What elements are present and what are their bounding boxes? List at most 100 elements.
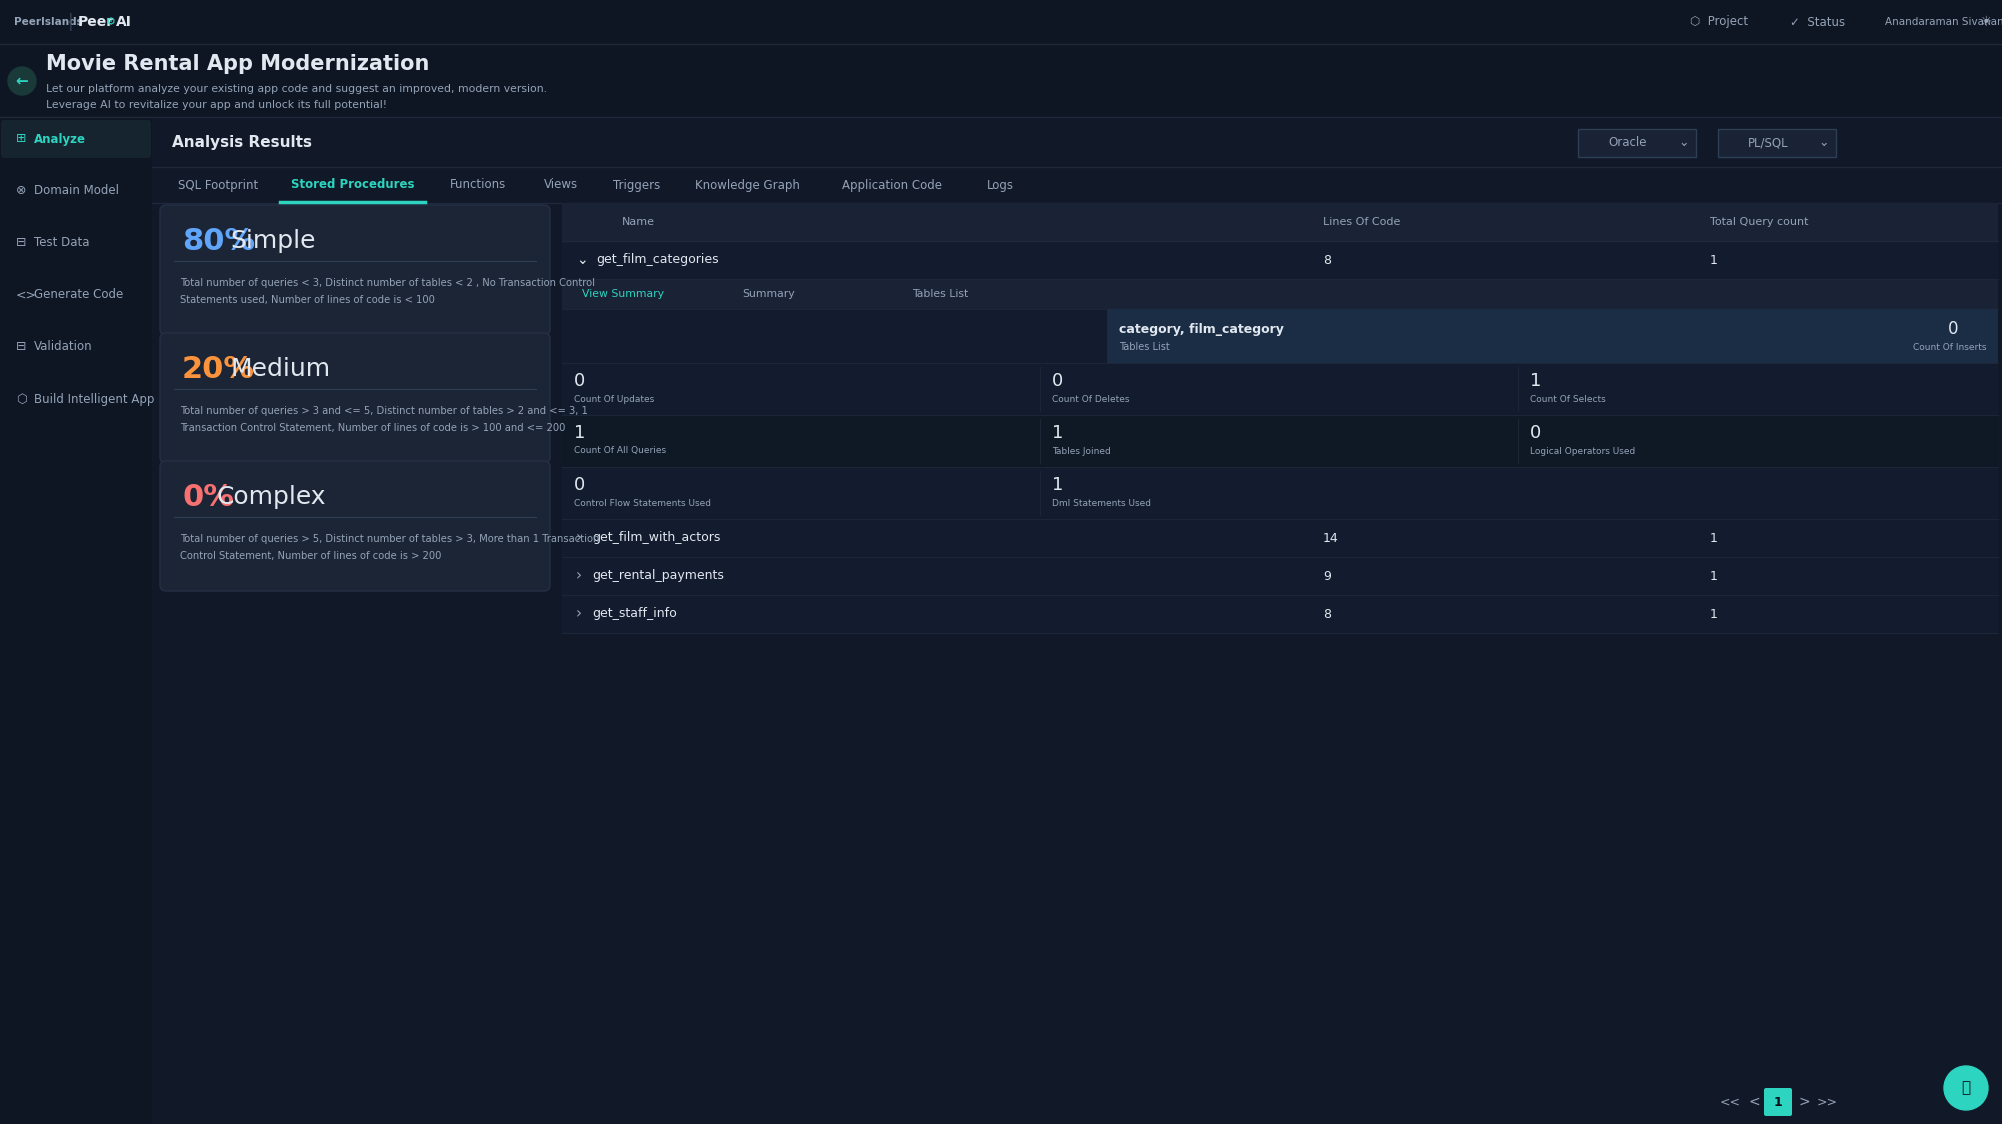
Text: get_film_categories: get_film_categories: [597, 254, 719, 266]
Text: 1: 1: [1710, 570, 1718, 582]
Text: 8: 8: [1323, 254, 1331, 266]
FancyBboxPatch shape: [0, 120, 150, 158]
FancyBboxPatch shape: [563, 558, 1998, 595]
FancyBboxPatch shape: [1107, 309, 1998, 363]
Text: 0: 0: [575, 475, 585, 495]
Text: Analyze: Analyze: [34, 133, 86, 145]
Text: <<: <<: [1720, 1096, 1742, 1108]
Text: Count Of Deletes: Count Of Deletes: [1051, 395, 1129, 404]
Text: Medium: Medium: [230, 357, 330, 381]
Text: Count Of All Queries: Count Of All Queries: [575, 446, 667, 455]
Text: Stored Procedures: Stored Procedures: [290, 179, 414, 191]
Circle shape: [8, 67, 36, 96]
Text: Name: Name: [623, 217, 655, 227]
Text: ←: ←: [16, 73, 28, 89]
Text: Total number of queries > 5, Distinct number of tables > 3, More than 1 Transact: Total number of queries > 5, Distinct nu…: [180, 534, 599, 544]
Text: View Summary: View Summary: [583, 289, 665, 299]
Text: Transaction Control Statement, Number of lines of code is > 100 and <= 200: Transaction Control Statement, Number of…: [180, 423, 565, 433]
Text: get_rental_payments: get_rental_payments: [593, 570, 725, 582]
Text: Knowledge Graph: Knowledge Graph: [695, 179, 799, 191]
Text: Complex: Complex: [216, 484, 326, 509]
Text: Total number of queries > 3 and <= 5, Distinct number of tables > 2 and <= 3, 1: Total number of queries > 3 and <= 5, Di…: [180, 406, 589, 416]
Text: ⚙: ⚙: [106, 17, 116, 27]
Text: PeerIslands: PeerIslands: [14, 17, 82, 27]
Text: 0: 0: [1051, 372, 1063, 390]
Text: 1: 1: [1051, 424, 1063, 442]
FancyBboxPatch shape: [563, 466, 1998, 519]
Text: Generate Code: Generate Code: [34, 289, 124, 301]
Text: Statements used, Number of lines of code is < 100: Statements used, Number of lines of code…: [180, 294, 434, 305]
Text: ⬡: ⬡: [16, 392, 26, 406]
Text: >: >: [1798, 1095, 1810, 1109]
Text: Peer: Peer: [78, 15, 114, 29]
FancyBboxPatch shape: [160, 461, 551, 591]
Text: SQL Footprint: SQL Footprint: [178, 179, 258, 191]
Text: 80%: 80%: [182, 227, 254, 255]
Text: ⌄: ⌄: [1680, 136, 1690, 149]
Text: 0: 0: [575, 372, 585, 390]
FancyBboxPatch shape: [0, 44, 2002, 117]
Text: ⊟: ⊟: [16, 236, 26, 250]
Text: ›: ›: [577, 607, 583, 622]
Text: Test Data: Test Data: [34, 236, 90, 250]
Text: Triggers: Triggers: [613, 179, 661, 191]
Text: 0: 0: [1948, 320, 1958, 338]
Text: 💬: 💬: [1962, 1080, 1970, 1096]
Text: 0%: 0%: [182, 482, 234, 511]
Text: Count Of Selects: Count Of Selects: [1530, 395, 1606, 404]
Text: get_staff_info: get_staff_info: [593, 607, 677, 620]
Text: Application Code: Application Code: [843, 179, 943, 191]
FancyBboxPatch shape: [563, 241, 1998, 279]
Text: 1: 1: [575, 424, 585, 442]
Text: 1: 1: [1710, 532, 1718, 544]
Text: Tables List: Tables List: [1119, 342, 1169, 352]
Text: 8: 8: [1323, 607, 1331, 620]
FancyBboxPatch shape: [152, 117, 2002, 1124]
Text: ⊟: ⊟: [16, 341, 26, 354]
Text: <: <: [1748, 1095, 1760, 1109]
Text: Dml Statements Used: Dml Statements Used: [1051, 499, 1151, 508]
Text: ⌄: ⌄: [1818, 136, 1830, 149]
FancyBboxPatch shape: [160, 333, 551, 463]
Text: Build Intelligent App: Build Intelligent App: [34, 392, 154, 406]
Text: ›: ›: [577, 531, 583, 545]
FancyBboxPatch shape: [563, 415, 1998, 466]
Text: get_film_with_actors: get_film_with_actors: [593, 532, 721, 544]
Text: ☀: ☀: [1980, 15, 1992, 29]
Text: Logs: Logs: [987, 179, 1013, 191]
Text: 1: 1: [1774, 1096, 1782, 1108]
Text: 1: 1: [1530, 372, 1542, 390]
Text: Oracle: Oracle: [1610, 136, 1648, 149]
Text: >>: >>: [1818, 1096, 1838, 1108]
FancyBboxPatch shape: [563, 363, 1998, 415]
Text: 1: 1: [1051, 475, 1063, 495]
Text: Total number of queries < 3, Distinct number of tables < 2 , No Transaction Cont: Total number of queries < 3, Distinct nu…: [180, 278, 595, 288]
FancyBboxPatch shape: [563, 309, 1998, 363]
Text: |: |: [68, 13, 74, 31]
Text: 20%: 20%: [182, 354, 254, 383]
Text: 9: 9: [1323, 570, 1331, 582]
Text: Tables Joined: Tables Joined: [1051, 446, 1111, 455]
FancyBboxPatch shape: [563, 595, 1998, 633]
Text: 1: 1: [1710, 254, 1718, 266]
Text: 0: 0: [1530, 424, 1542, 442]
Text: Tables List: Tables List: [913, 289, 969, 299]
Text: Control Statement, Number of lines of code is > 200: Control Statement, Number of lines of co…: [180, 551, 440, 561]
Text: <>: <>: [16, 289, 36, 301]
Text: Control Flow Statements Used: Control Flow Statements Used: [575, 499, 711, 508]
Text: ›: ›: [577, 569, 583, 583]
Text: Total Query count: Total Query count: [1710, 217, 1808, 227]
Text: category, film_category: category, film_category: [1119, 323, 1283, 335]
Text: Anandaraman Sivanandan  ⌄: Anandaraman Sivanandan ⌄: [1886, 17, 2002, 27]
Text: PL/SQL: PL/SQL: [1748, 136, 1788, 149]
Text: Lines Of Code: Lines Of Code: [1323, 217, 1399, 227]
Text: AI: AI: [116, 15, 132, 29]
Text: Analysis Results: Analysis Results: [172, 135, 312, 149]
FancyBboxPatch shape: [1718, 129, 1836, 157]
Text: ⊗: ⊗: [16, 184, 26, 198]
FancyBboxPatch shape: [0, 0, 2002, 44]
Text: 14: 14: [1323, 532, 1339, 544]
Text: Logical Operators Used: Logical Operators Used: [1530, 446, 1636, 455]
Text: Domain Model: Domain Model: [34, 184, 118, 198]
Text: Let our platform analyze your existing app code and suggest an improved, modern : Let our platform analyze your existing a…: [46, 84, 547, 94]
